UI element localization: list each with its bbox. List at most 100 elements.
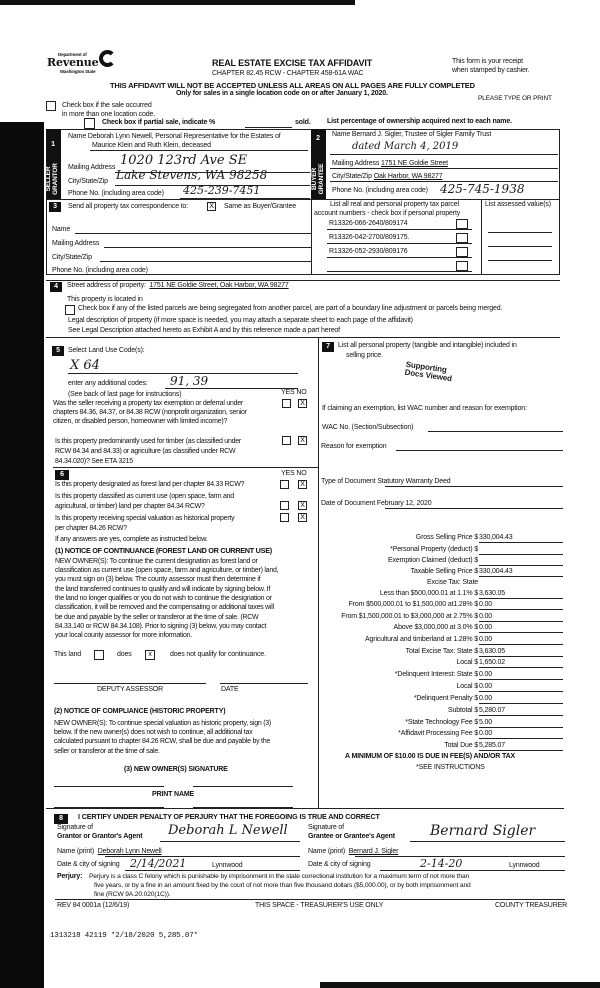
personal-property-checkbox[interactable] <box>456 219 468 229</box>
tax-row-value: 5,285.07 <box>479 742 563 751</box>
correspondence-name-field[interactable] <box>75 233 311 234</box>
tax-row-label: Agricultural and timberland at 1.28% $ <box>365 636 478 643</box>
tax-row-label: From $500,000.01 to $1,500,000 at1.28% $ <box>348 601 479 608</box>
tax-row-label: Excise Tax: State <box>426 579 478 586</box>
assessor-date-line[interactable] <box>220 683 308 684</box>
notice-compliance-title: (2) NOTICE OF COMPLIANCE (HISTORIC PROPE… <box>54 708 226 715</box>
tax-row-value: 0.00 <box>479 613 563 622</box>
section-4-badge: 4 <box>50 282 62 292</box>
tax-row-value <box>479 546 563 555</box>
wac-number-field[interactable] <box>428 431 563 432</box>
correspondence-mailing-field[interactable] <box>104 247 311 248</box>
buyer-grantee-label: BUYER GRANTEE <box>311 163 325 195</box>
certification-statement: I CERTIFY UNDER PENALTY OF PERJURY THAT … <box>78 812 380 821</box>
q2-yes-checkbox[interactable] <box>282 436 291 445</box>
section-8-badge: 8 <box>54 814 68 824</box>
document-type: Statutory Warranty Deed <box>377 478 451 485</box>
new-owner-print-line[interactable] <box>193 807 293 808</box>
logo-swirl-icon <box>99 50 116 67</box>
seller-city-state-zip[interactable]: Lake Stevens, WA 98258 <box>116 168 268 182</box>
partial-sale-percent-field[interactable] <box>245 127 292 128</box>
buyer-phone[interactable]: 425-745-1938 <box>440 182 525 196</box>
tax-row-label: Less than $500,000.01 at 1.1% $ <box>379 590 478 597</box>
assessed-value-field[interactable] <box>488 232 552 233</box>
grantor-signature[interactable]: Deborah L Newell <box>168 823 288 838</box>
section-7-badge: 7 <box>322 342 334 352</box>
does-not-qualify-checkbox[interactable]: x <box>145 650 155 660</box>
new-owner-print-line[interactable] <box>54 807 164 808</box>
personal-property-checkbox[interactable] <box>456 233 468 243</box>
tax-row-label: *Delinquent Interest: State $ <box>394 671 478 678</box>
does-qualify-checkbox[interactable] <box>94 650 104 660</box>
additional-codes[interactable]: 91, 39 <box>170 374 209 388</box>
section-2-badge: 2 <box>312 134 324 144</box>
tax-row-label: Local $ <box>456 683 478 690</box>
parcel-number: R13326-052-2930/809176 <box>329 248 408 255</box>
tax-row-value: 0.00 <box>479 671 563 680</box>
tax-row-label: Total Due $ <box>444 742 478 749</box>
tax-row-label: Subtotal $ <box>447 707 478 714</box>
assessed-value-field[interactable] <box>488 246 552 247</box>
correspondence-phone-field[interactable] <box>165 274 311 275</box>
historical-yes-checkbox[interactable] <box>280 513 289 522</box>
parcel-number: R13326-066-2640/809174 <box>329 220 408 227</box>
tax-row-value: 5.00 <box>479 719 563 728</box>
scan-border-bottom <box>320 982 600 988</box>
segregated-checkbox[interactable] <box>65 305 75 315</box>
grantee-signing-city: Lynnwood <box>509 862 540 869</box>
personal-property-checkbox[interactable] <box>456 247 468 257</box>
seller-grantor-label: SELLER GRANTOR <box>45 163 59 195</box>
grantee-printed-name: Bernard J. Sigler <box>348 848 399 855</box>
tax-row-value: 330,004.43 <box>479 568 563 577</box>
forest-no-checkbox[interactable]: X <box>298 480 307 489</box>
grantor-signing-date[interactable]: 2/14/2021 <box>130 857 187 870</box>
assessed-value-field[interactable] <box>488 274 552 275</box>
exemption-reason-field[interactable] <box>396 450 563 451</box>
section-3-badge: 3 <box>49 202 61 212</box>
deputy-assessor-signature-line[interactable] <box>54 683 206 684</box>
tax-row-label: Gross Selling Price $ <box>415 534 478 541</box>
land-use-code[interactable]: X 64 <box>70 358 100 373</box>
tax-row-label: Total Excise Tax: State $ <box>405 648 479 655</box>
grantee-signing-date[interactable]: 2-14-20 <box>420 857 463 870</box>
section-6-badge: 6 <box>55 470 69 480</box>
seller-phone[interactable]: 425-239-7451 <box>183 184 261 197</box>
seller-mailing-address[interactable]: 1020 123rd Ave SE <box>120 153 248 168</box>
personal-property-checkbox[interactable] <box>456 261 468 271</box>
partial-sale-checkbox[interactable] <box>84 118 95 129</box>
tax-row-value: 0.00 <box>479 695 563 704</box>
new-owner-signature-line[interactable] <box>54 786 164 787</box>
tax-row-label: Taxable Selling Price $ <box>410 568 479 575</box>
grantee-signature[interactable]: Bernard Sigler <box>430 823 536 839</box>
assessed-value-field[interactable] <box>488 260 552 261</box>
same-as-buyer-checkbox[interactable]: X <box>207 202 216 211</box>
historical-no-checkbox[interactable]: X <box>298 513 307 522</box>
tax-row-label: Local $ <box>456 659 478 666</box>
parcel-number: R13326-042-2700/809175. <box>329 234 410 241</box>
tax-row-value: 1,650.02 <box>479 659 563 668</box>
tax-row-value: 0.00 <box>479 636 563 645</box>
tax-row-label: Exemption Claimed (deduct) $ <box>388 557 478 564</box>
q1-yes-checkbox[interactable] <box>282 399 291 408</box>
multi-location-checkbox[interactable] <box>46 101 56 111</box>
grantor-printed-name: Deborah Lynn Newell <box>97 848 162 855</box>
q2-no-checkbox[interactable]: X <box>298 436 307 445</box>
document-date: February 12, 2020 <box>376 500 432 507</box>
q1-no-checkbox[interactable]: X <box>298 399 307 408</box>
section-1-badge: 1 <box>47 140 59 150</box>
tax-row-label: Above $3,000,000 at 3.0% $ <box>393 624 479 631</box>
current-use-yes-checkbox[interactable] <box>280 501 289 510</box>
current-use-no-checkbox[interactable]: X <box>298 501 307 510</box>
section-5-badge: 5 <box>52 346 64 356</box>
forest-yes-checkbox[interactable] <box>280 480 289 489</box>
tax-row-label: From $1,500,000.01 to $3,000,000 at 2.75… <box>341 613 478 620</box>
seller-name-2: Maurice Klein and Ruth Klein, deceased <box>92 142 211 149</box>
tax-row-label: *Personal Property (deduct) $ <box>390 546 478 553</box>
seller-name: Deborah Lynn Newell, Personal Representa… <box>87 133 281 140</box>
buyer-city-state-zip: Oak Harbor, WA 98277 <box>373 173 443 180</box>
correspondence-city-field[interactable] <box>100 261 311 262</box>
new-owner-signature-line[interactable] <box>193 786 293 787</box>
tax-row-value: 0.00 <box>479 601 563 610</box>
legal-description: See Legal Description attached hereto as… <box>68 327 340 334</box>
scan-border-left <box>0 122 44 988</box>
